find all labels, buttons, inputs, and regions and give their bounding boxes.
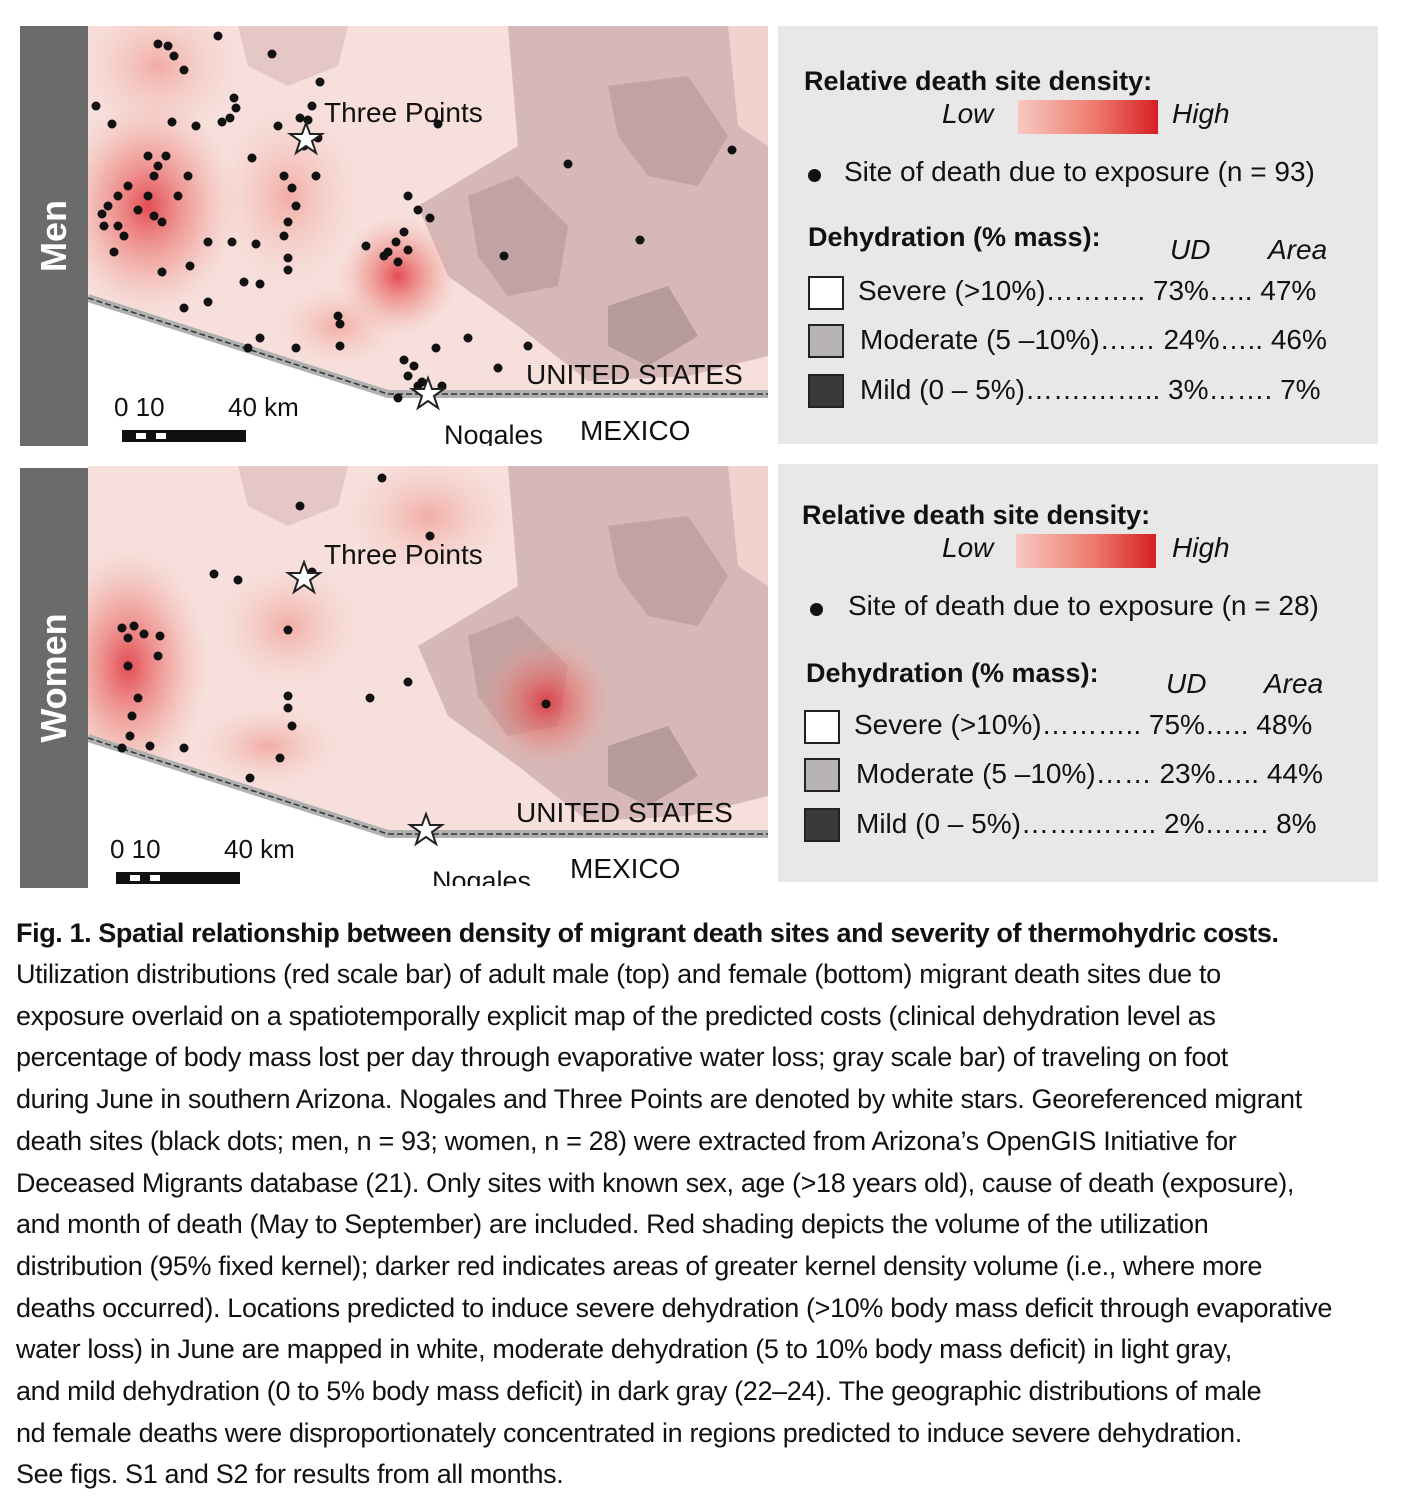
caption-line: death sites (black dots; men, n = 93; wo… [16, 1125, 1237, 1156]
side-label-women: Women [33, 613, 74, 743]
death-site-label: Site of death due to exposure (n = 93) [844, 156, 1315, 187]
caption-line: distribution (95% fixed kernel); darker … [16, 1250, 1263, 1281]
map-men-svg: Three Points UNITED STATES 0 10 40 km No… [88, 26, 768, 446]
caption-line: nd female deaths were disproportionately… [16, 1417, 1242, 1448]
density-scale-bar [1018, 100, 1158, 134]
density-scale-bar [1016, 534, 1156, 568]
legend-men: Relative death site density: Low High Si… [778, 26, 1378, 444]
caption-line: exposure overlaid on a spatiotemporally … [16, 1000, 1216, 1031]
scale-label-right: 40 km [228, 392, 299, 422]
caption-line: deaths occurred). Locations predicted to… [16, 1292, 1333, 1323]
three-points-label: Three Points [324, 539, 483, 570]
caption-line: and month of death (May to September) ar… [16, 1209, 1209, 1240]
death-site-dot-icon [810, 603, 823, 616]
side-label-men-tab: Men [20, 26, 88, 446]
severe-swatch [808, 276, 844, 310]
dehydration-title: Dehydration (% mass): [808, 222, 1101, 252]
map-women: Three Points UNITED STATES 0 10 40 km No… [88, 466, 768, 886]
scale-label-right: 40 km [224, 834, 295, 864]
nogales-star-icon [408, 375, 448, 411]
united-states-label: UNITED STATES [516, 797, 733, 828]
three-points-label: Three Points [324, 97, 483, 128]
nogales-label: Nogales [444, 420, 543, 446]
side-label-men: Men [33, 200, 74, 272]
severe-row: Severe (>10%)……….. 75%….. 48% [854, 709, 1313, 740]
density-high-label: High [1172, 98, 1230, 129]
death-site-label: Site of death due to exposure (n = 28) [848, 590, 1319, 621]
map-men: Three Points UNITED STATES 0 10 40 km No… [88, 26, 768, 446]
area-column-header: Area [1264, 668, 1324, 699]
caption-line: percentage of body mass lost per day thr… [16, 1042, 1228, 1073]
three-points-star-icon [284, 559, 324, 595]
mexico-label: MEXICO [580, 415, 690, 446]
dehydration-title: Dehydration (% mass): [806, 658, 1099, 688]
scale-bar-men [122, 430, 246, 442]
density-high-label: High [1172, 532, 1230, 563]
severe-swatch [804, 710, 840, 744]
ud-column-header: UD [1170, 234, 1211, 265]
mild-swatch [804, 808, 840, 842]
caption-line: and mild dehydration (0 to 5% body mass … [16, 1376, 1262, 1407]
density-low-label: Low [942, 98, 994, 129]
caption-line: Utilization distributions (red scale bar… [16, 959, 1221, 989]
nogales-star-icon [406, 811, 446, 847]
ud-column-header: UD [1166, 668, 1207, 699]
density-title: Relative death site density: [802, 500, 1151, 530]
mild-swatch [808, 374, 844, 408]
scale-label-left: 0 10 [114, 392, 165, 422]
death-site-dot-icon [808, 169, 821, 182]
scale-bar-women [116, 872, 240, 884]
moderate-row: Moderate (5 –10%)…… 24%….. 46% [860, 324, 1327, 355]
severe-row: Severe (>10%)……….. 73%….. 47% [858, 275, 1317, 306]
side-label-women-tab: Women [20, 468, 88, 888]
three-points-star-icon [286, 120, 326, 156]
density-title: Relative death site density: [804, 66, 1153, 96]
caption-line: water loss) in June are mapped in white,… [16, 1334, 1232, 1365]
map-women-svg: Three Points UNITED STATES 0 10 40 km No… [88, 466, 768, 886]
area-column-header: Area [1268, 234, 1328, 265]
caption-title: Fig. 1. Spatial relationship between den… [16, 918, 1279, 948]
caption-line: Deceased Migrants database (21). Only si… [16, 1167, 1294, 1198]
caption-line: during June in southern Arizona. Nogales… [16, 1084, 1302, 1115]
caption-body: Utilization distributions (red scale bar… [16, 954, 1391, 1496]
moderate-swatch [804, 758, 840, 792]
moderate-swatch [808, 324, 844, 358]
caption-line: See figs. S1 and S2 for results from all… [16, 1459, 564, 1490]
united-states-label: UNITED STATES [526, 359, 743, 390]
moderate-row: Moderate (5 –10%)…… 23%….. 44% [856, 758, 1323, 789]
legend-women: Relative death site density: Low High Si… [778, 464, 1378, 882]
nogales-label: Nogales [432, 866, 531, 886]
scale-label-left: 0 10 [110, 834, 161, 864]
mild-row: Mild (0 – 5%)…….…….. 3%……. 7% [860, 374, 1321, 405]
mexico-label: MEXICO [570, 853, 680, 884]
figure-caption: Fig. 1. Spatial relationship between den… [16, 912, 1391, 1496]
density-low-label: Low [942, 532, 994, 563]
mild-row: Mild (0 – 5%)…….…….. 2%……. 8% [856, 808, 1317, 839]
